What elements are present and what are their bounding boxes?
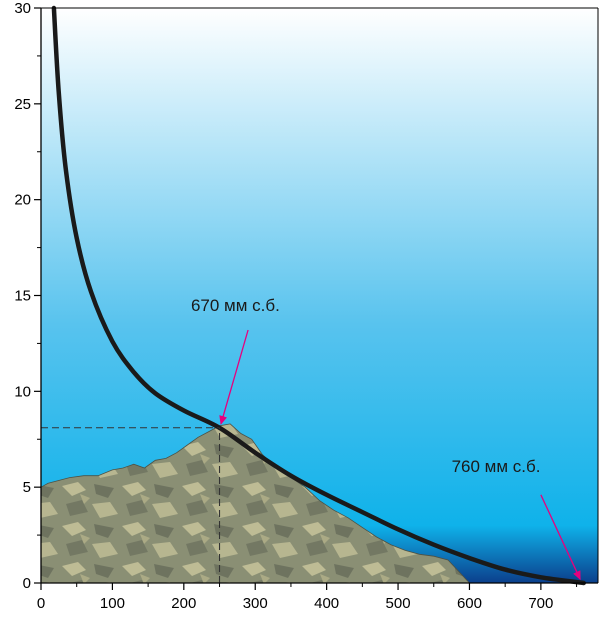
pressure-curve: [51, 5, 586, 586]
y-tick-label: 25: [14, 96, 31, 113]
x-tick-label: 200: [171, 595, 196, 612]
x-tick-label: 500: [386, 595, 411, 612]
y-tick-label: 20: [14, 192, 31, 209]
y-tick-label: 15: [14, 288, 31, 305]
x-tick-label: 600: [457, 595, 482, 612]
annotation-arrow: [540, 494, 581, 581]
y-tick-label: 0: [23, 575, 31, 592]
y-tick-label: 5: [23, 479, 31, 496]
x-tick-label: 300: [243, 595, 268, 612]
y-tick-label: 10: [14, 383, 31, 400]
x-tick-label: 0: [37, 595, 45, 612]
x-tick-label: 700: [528, 595, 553, 612]
annotation-label: 760 мм с.б.: [452, 457, 541, 476]
x-tick-label: 400: [314, 595, 339, 612]
annotation-label: 670 мм с.б.: [191, 296, 280, 315]
y-tick-label: 30: [14, 0, 31, 17]
x-tick-label: 100: [100, 595, 125, 612]
annotation-arrow: [219, 329, 249, 425]
mountain-silhouette: [40, 423, 471, 584]
